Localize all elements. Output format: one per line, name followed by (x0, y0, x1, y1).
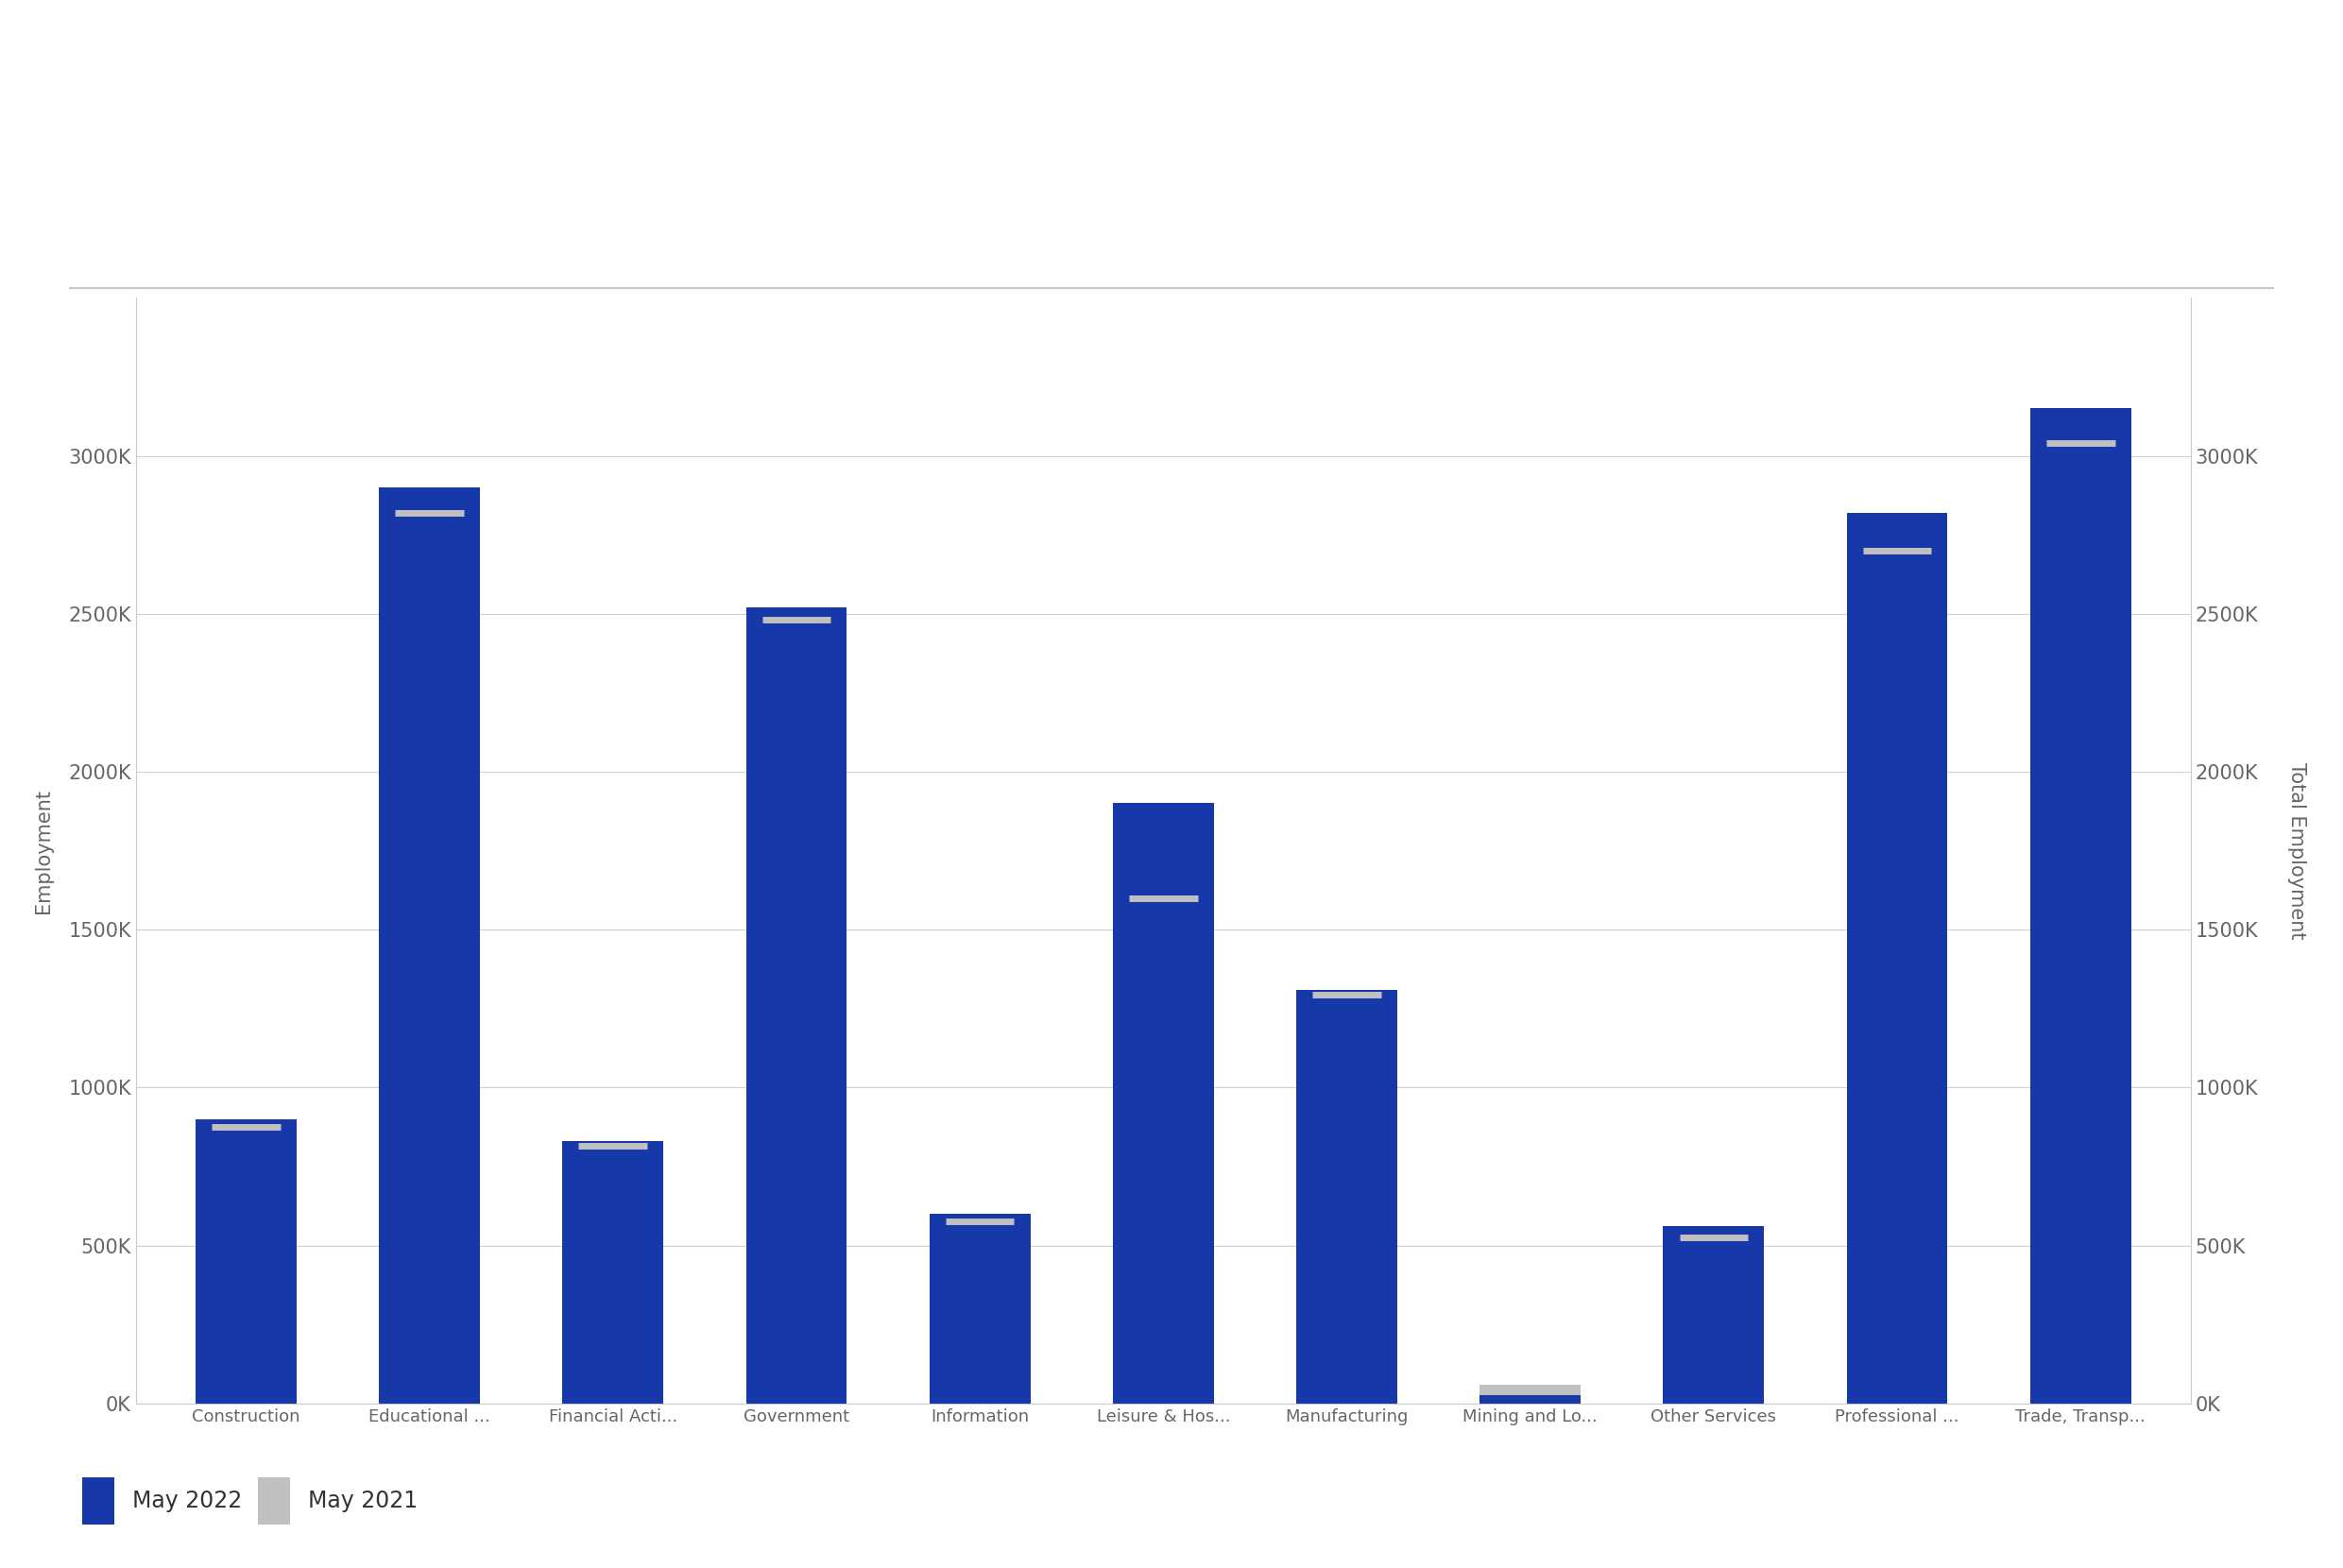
Bar (82, 1477, 115, 1524)
Bar (1481, 1396, 1582, 1403)
Bar (745, 607, 846, 1403)
Bar (2029, 408, 2132, 1403)
Y-axis label: Employment: Employment (33, 789, 52, 913)
Bar (1113, 803, 1214, 1403)
Text: California Employment Report, UCR Center for Economic Forecasting: California Employment Report, UCR Center… (129, 216, 972, 238)
Bar (562, 1142, 663, 1403)
Y-axis label: Total Employment: Total Employment (2287, 762, 2306, 939)
Text: May 2022: May 2022 (131, 1490, 241, 1512)
Bar (1296, 989, 1396, 1403)
Bar (930, 1214, 1031, 1403)
Bar (258, 1477, 291, 1524)
Bar (1664, 1226, 1764, 1403)
Bar (1481, 1385, 1582, 1403)
Bar (194, 1120, 298, 1403)
Text: May 2021: May 2021 (307, 1490, 417, 1512)
Bar (1846, 513, 1947, 1403)
Bar (380, 488, 480, 1403)
Text: Seasonally Adjusted Employment By Industry: Seasonally Adjusted Employment By Indust… (129, 138, 1200, 179)
